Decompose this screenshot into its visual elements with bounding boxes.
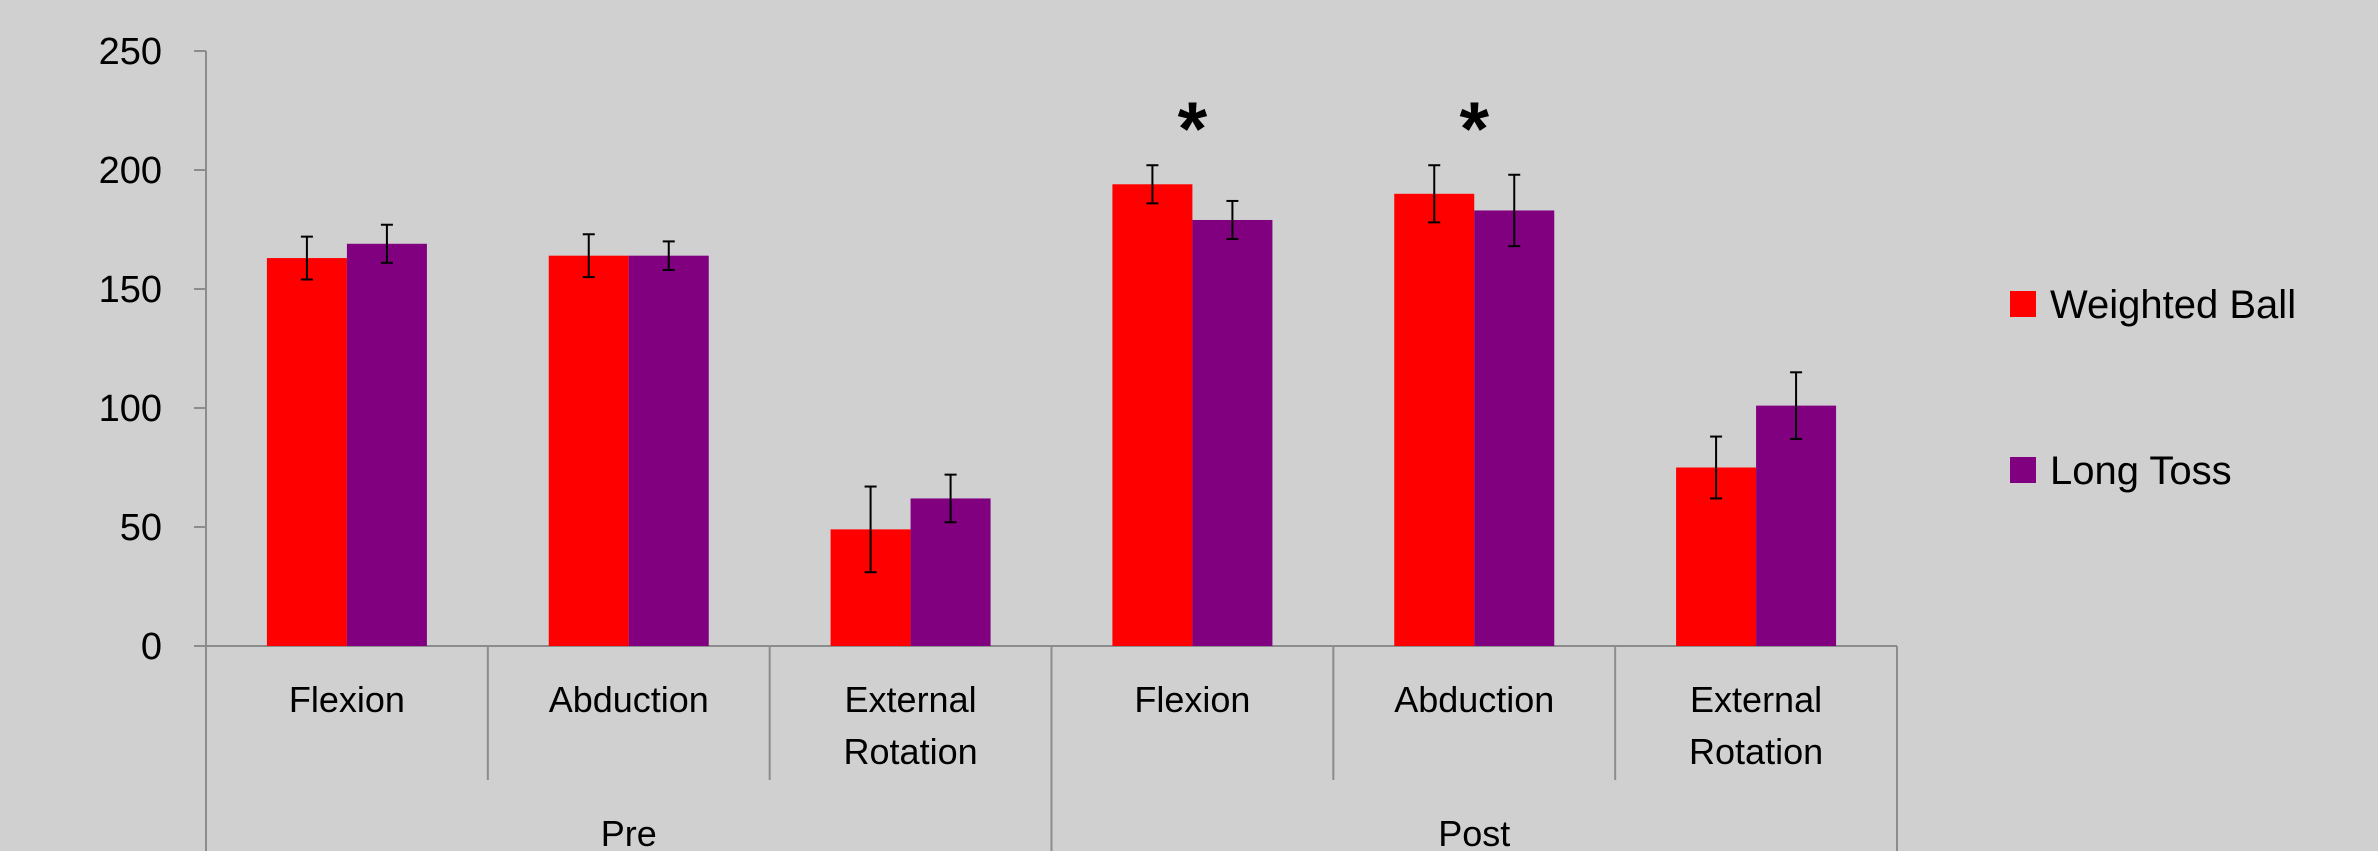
significance-star: * — [1178, 87, 1208, 172]
y-tick-label: 250 — [99, 31, 162, 73]
legend-label: Weighted Ball — [2050, 283, 2296, 327]
axis-layer: 0 50 100 150 200 250 — [99, 31, 1898, 851]
category-label: Abduction — [549, 679, 709, 720]
bar-weighted-ball — [1112, 184, 1193, 646]
bar-long-toss — [1192, 219, 1273, 647]
category-label: Flexion — [289, 679, 405, 720]
bar-long-toss — [1756, 405, 1837, 646]
significance-star: * — [1459, 87, 1489, 172]
category-label: Abduction — [1394, 679, 1554, 720]
y-tick-label: 100 — [99, 388, 162, 430]
error-bar-layer — [300, 164, 1803, 574]
y-tick-label: 50 — [120, 507, 162, 549]
legend-label: Long Toss — [2050, 449, 2232, 493]
bar-long-toss — [1474, 210, 1555, 646]
legend-swatch — [2010, 291, 2036, 317]
group-label: Pre — [601, 813, 657, 851]
group-label: Post — [1438, 813, 1510, 851]
category-label: Flexion — [1134, 679, 1250, 720]
category-label: Rotation — [1689, 731, 1823, 772]
y-tick-label: 0 — [141, 626, 162, 668]
category-label: External — [845, 679, 977, 720]
y-tick-label: 150 — [99, 269, 162, 311]
bar-long-toss — [628, 255, 709, 646]
annotation-layer: * * — [1178, 87, 1490, 172]
bar-weighted-ball — [548, 255, 629, 646]
category-label-layer: Flexion Abduction External Rotation Flexion A… — [289, 679, 1823, 851]
legend: Weighted Ball Long Toss — [2010, 283, 2296, 493]
category-label: External — [1690, 679, 1822, 720]
category-label: Rotation — [844, 731, 978, 772]
legend-swatch — [2010, 457, 2036, 483]
bar-layer — [266, 184, 1837, 647]
bar-long-toss — [346, 243, 427, 646]
bar-weighted-ball — [266, 258, 347, 646]
bar-weighted-ball — [1394, 193, 1475, 647]
y-tick-label: 200 — [99, 150, 162, 192]
